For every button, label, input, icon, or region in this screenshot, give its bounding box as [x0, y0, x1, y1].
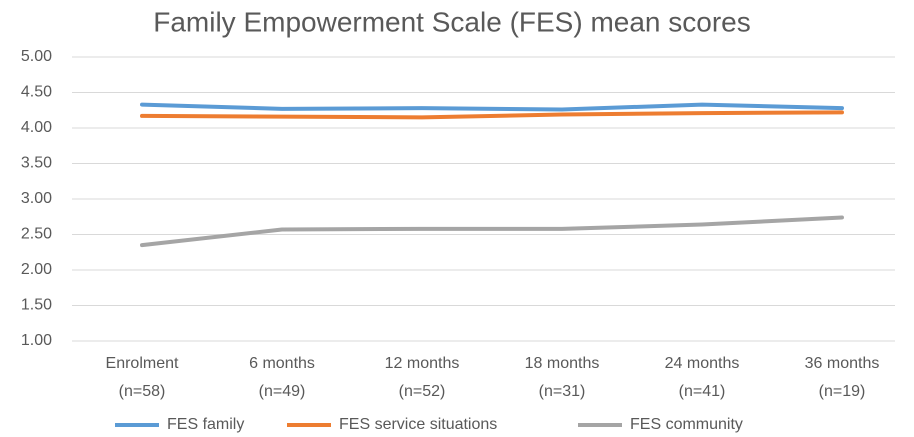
series-line: [140, 215, 844, 248]
x-tick-label: 36 months: [805, 355, 880, 372]
legend-label: FES community: [630, 416, 743, 433]
chart-title: Family Empowerment Scale (FES) mean scor…: [153, 6, 751, 37]
y-tick-label: 4.00: [21, 119, 52, 136]
x-tick-label: 18 months: [525, 355, 600, 372]
y-tick-label: 3.00: [21, 190, 52, 207]
x-tick-label: Enrolment: [106, 355, 179, 372]
series-line: [140, 102, 844, 112]
legend-label: FES family: [167, 416, 244, 433]
legend-label: FES service situations: [339, 416, 497, 433]
x-tick-label: (n=19): [819, 383, 866, 400]
x-tick-label: 24 months: [665, 355, 740, 372]
series-line: [140, 110, 844, 120]
y-tick-label: 3.50: [21, 155, 52, 172]
x-tick-label: 6 months: [249, 355, 315, 372]
y-tick-label: 4.50: [21, 84, 52, 101]
x-tick-label: 12 months: [385, 355, 460, 372]
x-tick-label: (n=52): [399, 383, 446, 400]
x-tick-label: (n=41): [679, 383, 726, 400]
y-tick-label: 1.00: [21, 332, 52, 349]
y-tick-label: 2.50: [21, 226, 52, 243]
x-tick-label: (n=31): [539, 383, 586, 400]
y-tick-label: 2.00: [21, 261, 52, 278]
y-tick-label: 1.50: [21, 297, 52, 314]
x-tick-label: (n=49): [259, 383, 306, 400]
y-tick-label: 5.00: [21, 48, 52, 65]
x-tick-label: (n=58): [119, 383, 166, 400]
